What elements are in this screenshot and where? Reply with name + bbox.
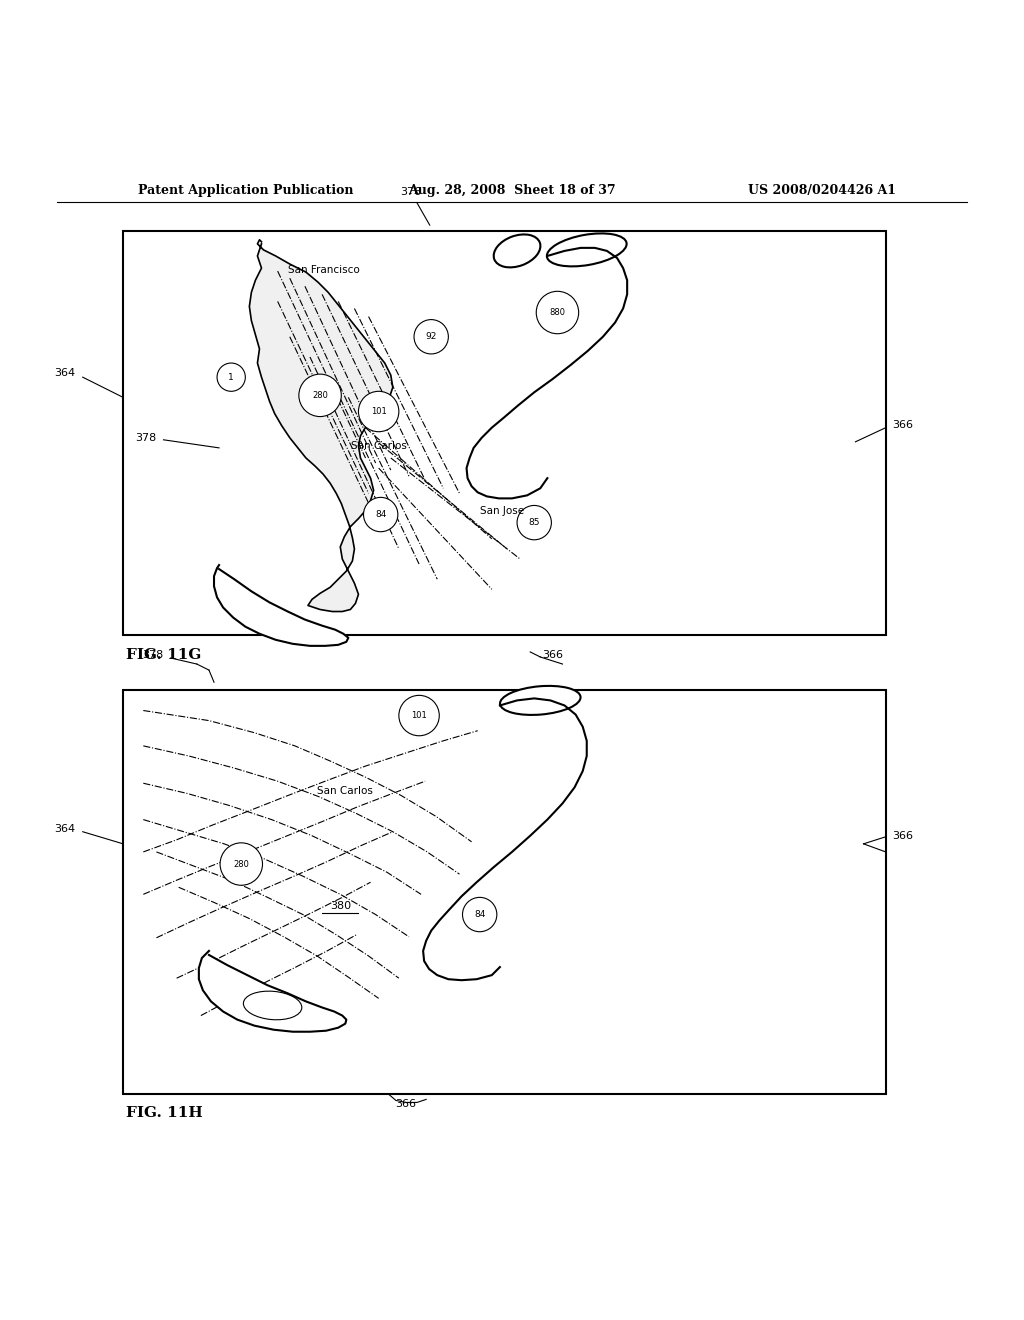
Text: 364: 364 xyxy=(54,368,76,378)
Text: 880: 880 xyxy=(550,308,565,317)
Text: 101: 101 xyxy=(371,407,386,416)
Text: 84: 84 xyxy=(375,510,386,519)
Text: San Jose: San Jose xyxy=(479,506,524,516)
Bar xyxy=(123,690,886,1094)
Text: Patent Application Publication: Patent Application Publication xyxy=(138,183,353,197)
Polygon shape xyxy=(199,950,346,1032)
Polygon shape xyxy=(250,240,393,611)
Text: FIG. 11H: FIG. 11H xyxy=(126,1106,203,1121)
Text: FIG. 11G: FIG. 11G xyxy=(126,648,202,661)
Text: 101: 101 xyxy=(412,711,427,719)
Text: Aug. 28, 2008  Sheet 18 of 37: Aug. 28, 2008 Sheet 18 of 37 xyxy=(409,183,615,197)
Ellipse shape xyxy=(547,234,627,267)
Circle shape xyxy=(463,898,497,932)
Polygon shape xyxy=(467,248,627,499)
Circle shape xyxy=(537,292,579,334)
Circle shape xyxy=(220,843,262,886)
Ellipse shape xyxy=(500,686,581,715)
Text: 280: 280 xyxy=(312,391,328,400)
Text: 84: 84 xyxy=(474,909,485,919)
Ellipse shape xyxy=(494,235,541,268)
Text: US 2008/0204426 A1: US 2008/0204426 A1 xyxy=(748,183,896,197)
Text: 366: 366 xyxy=(395,1100,417,1109)
Circle shape xyxy=(517,506,551,540)
Text: 364: 364 xyxy=(54,824,76,834)
Text: San Carlos: San Carlos xyxy=(317,787,374,796)
Polygon shape xyxy=(214,565,348,645)
Circle shape xyxy=(299,374,341,417)
Circle shape xyxy=(358,391,399,432)
Text: San Carlos: San Carlos xyxy=(351,441,407,451)
Text: 85: 85 xyxy=(528,519,540,527)
Text: 1: 1 xyxy=(228,372,234,381)
Text: 378: 378 xyxy=(135,433,157,442)
Text: 366: 366 xyxy=(892,830,912,841)
Text: 378: 378 xyxy=(142,649,164,660)
Circle shape xyxy=(399,696,439,735)
Text: 280: 280 xyxy=(233,859,249,869)
Text: 376: 376 xyxy=(400,187,430,226)
Circle shape xyxy=(217,363,246,391)
Circle shape xyxy=(364,498,398,532)
Text: 380: 380 xyxy=(330,902,351,912)
Circle shape xyxy=(414,319,449,354)
Bar xyxy=(123,231,886,635)
Text: 366: 366 xyxy=(543,649,563,660)
Text: 366: 366 xyxy=(892,420,912,429)
Text: San Francisco: San Francisco xyxy=(288,265,359,275)
Text: 92: 92 xyxy=(426,333,437,342)
Polygon shape xyxy=(423,698,587,981)
